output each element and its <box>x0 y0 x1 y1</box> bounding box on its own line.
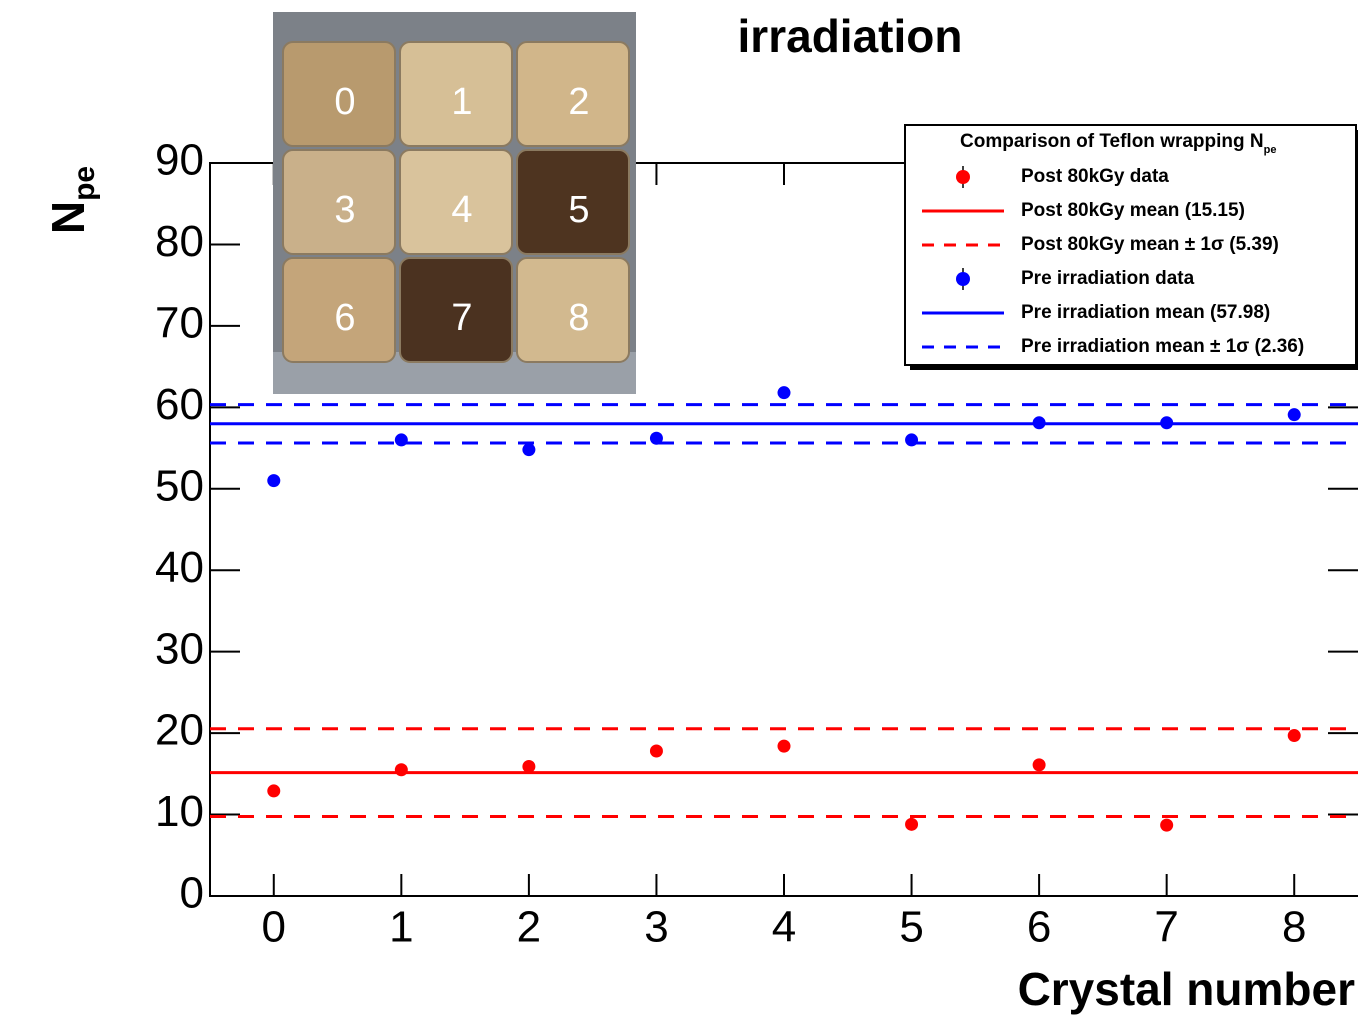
legend-label: Post 80kGy mean ± 1σ (5.39) <box>1021 234 1279 255</box>
data-point <box>267 474 280 487</box>
x-tick-label: 0 <box>262 903 286 952</box>
legend-label: Pre irradiation mean (57.98) <box>1021 302 1270 323</box>
crystal-label: 7 <box>451 297 472 339</box>
y-axis-label-main: Npe <box>42 166 101 234</box>
legend-label: Post 80kGy mean (15.15) <box>1021 200 1245 221</box>
y-tick-label: 20 <box>155 706 204 755</box>
x-tick-label: 8 <box>1282 903 1306 952</box>
y-tick-label: 80 <box>155 217 204 266</box>
data-point <box>905 818 918 831</box>
data-point <box>522 760 535 773</box>
legend-title-text: Comparison of Teflon wrapping N <box>960 131 1264 152</box>
data-point <box>1288 408 1301 421</box>
y-tick-label: 10 <box>155 787 204 836</box>
data-point <box>905 433 918 446</box>
data-point <box>1288 729 1301 742</box>
legend-marker <box>956 170 970 184</box>
x-tick-label: 1 <box>389 903 413 952</box>
y-tick-label: 90 <box>155 136 204 185</box>
inset-photo: 0 1 2 3 4 5 6 7 8 <box>273 12 636 394</box>
x-tick-label: 5 <box>899 903 923 952</box>
data-point <box>395 763 408 776</box>
y-axis-label: Npe <box>42 166 101 234</box>
legend-marker <box>956 272 970 286</box>
data-point <box>395 433 408 446</box>
data-point <box>650 745 663 758</box>
data-point <box>1160 416 1173 429</box>
legend-label: Pre irradiation mean ± 1σ (2.36) <box>1021 336 1304 357</box>
y-tick-label: 60 <box>155 380 204 429</box>
crystal-label: 2 <box>568 81 589 123</box>
y-label-subscript: pe <box>68 166 101 201</box>
crystal-label: 4 <box>451 189 472 231</box>
x-tick-label: 3 <box>644 903 668 952</box>
crystal-label: 6 <box>334 297 355 339</box>
data-point <box>650 432 663 445</box>
x-tick-label: 6 <box>1027 903 1051 952</box>
data-point <box>267 784 280 797</box>
data-point <box>778 740 791 753</box>
data-point <box>1033 416 1046 429</box>
data-point <box>1160 819 1173 832</box>
x-axis-label: Crystal number <box>1018 963 1356 1015</box>
crystal-label: 8 <box>568 297 589 339</box>
crystal-label: 3 <box>334 189 355 231</box>
legend-title-subscript: pe <box>1264 144 1277 156</box>
crystal-label: 5 <box>568 189 589 231</box>
y-tick-label: 30 <box>155 624 204 673</box>
x-tick-label: 7 <box>1154 903 1178 952</box>
crystal-label: 1 <box>451 81 472 123</box>
y-tick-label: 0 <box>180 869 204 918</box>
data-point <box>1033 758 1046 771</box>
y-tick-label: 50 <box>155 461 204 510</box>
chart-title: irradiation <box>738 10 963 62</box>
y-label-text: N <box>42 201 94 234</box>
chart: irradiation Crystal number Npe 010203040… <box>0 0 1358 1021</box>
x-tick-label: 2 <box>517 903 541 952</box>
x-tick-label: 4 <box>772 903 796 952</box>
legend-label: Post 80kGy data <box>1021 166 1169 187</box>
legend-label: Pre irradiation data <box>1021 268 1195 289</box>
crystal-label: 0 <box>334 81 355 123</box>
data-point <box>522 443 535 456</box>
data-point <box>778 386 791 399</box>
y-tick-label: 40 <box>155 543 204 592</box>
y-tick-label: 70 <box>155 299 204 348</box>
